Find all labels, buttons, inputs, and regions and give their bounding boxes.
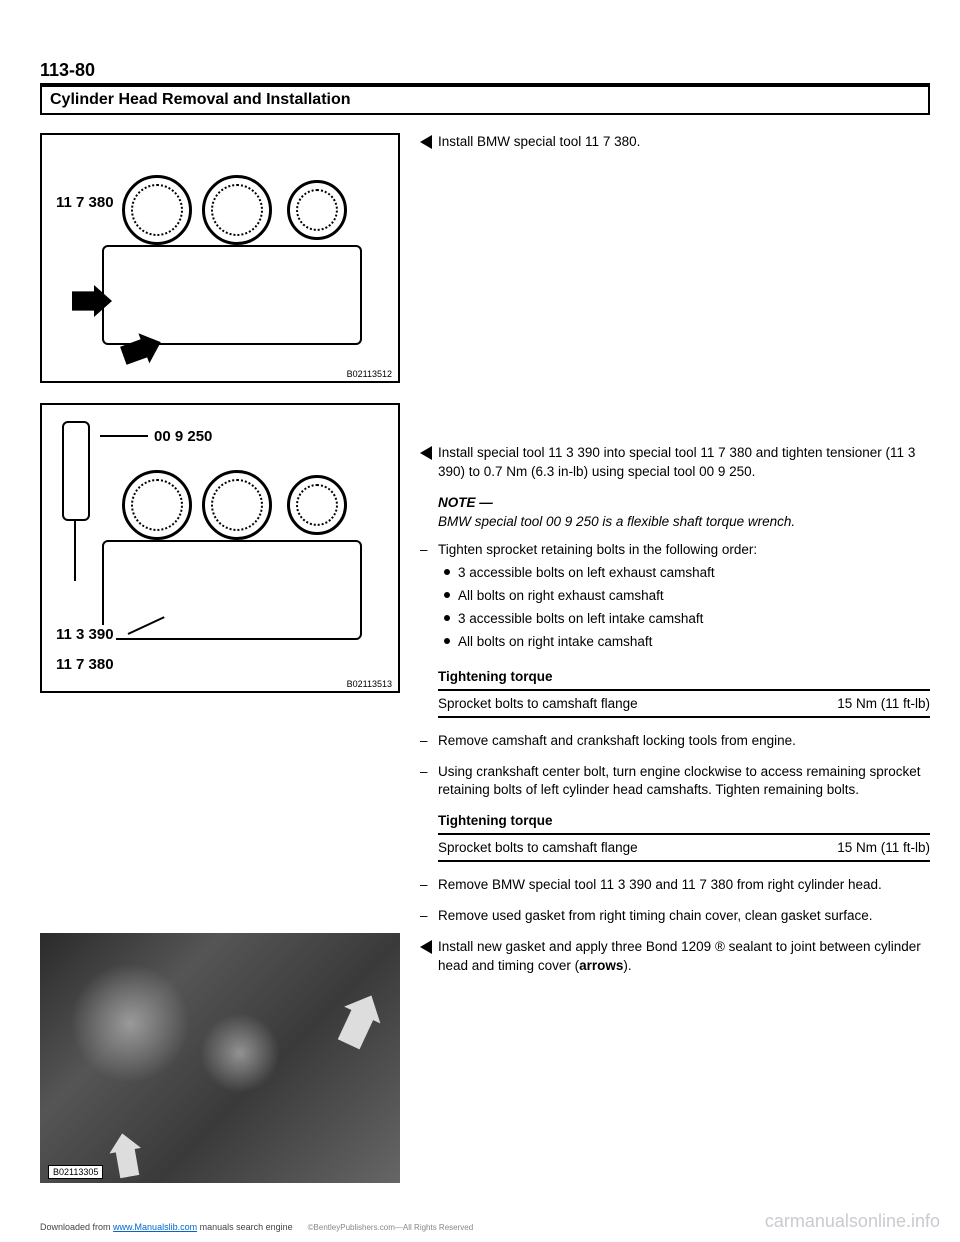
figure-2: 00 9 250 11 3 390 11 7 380 B02113513: [40, 403, 400, 693]
step-text: Remove used gasket from right timing cha…: [438, 907, 930, 926]
bullet-item: 3 accessible bolts on left intake camsha…: [444, 610, 930, 629]
figures-column: 11 7 380 B02113512 00 9 250: [40, 133, 400, 1183]
footer-prefix: Downloaded from: [40, 1222, 113, 1232]
page-number: 113-80: [40, 60, 930, 81]
torque-title: Tightening torque: [438, 812, 930, 835]
step-text: Tighten sprocket retaining bolts in the …: [438, 542, 757, 557]
step-text: Install special tool 11 3 390 into speci…: [438, 444, 930, 482]
torque-title: Tightening torque: [438, 668, 930, 691]
bullet-item: All bolts on right intake camshaft: [444, 633, 930, 652]
step: – Remove BMW special tool 11 3 390 and 1…: [420, 876, 930, 895]
step-text: Using crankshaft center bolt, turn engin…: [438, 763, 930, 801]
step: – Using crankshaft center bolt, turn eng…: [420, 763, 930, 801]
step: – Remove used gasket from right timing c…: [420, 907, 930, 926]
step: – Tighten sprocket retaining bolts in th…: [420, 541, 930, 655]
step: Install BMW special tool 11 7 380.: [420, 133, 930, 152]
triangle-icon: [420, 940, 432, 954]
dash-icon: –: [420, 541, 438, 655]
figure-2-label-2: 11 3 390: [54, 625, 116, 644]
figure-photo-ref: B02113305: [48, 1165, 103, 1179]
dash-icon: –: [420, 763, 438, 801]
footer-rights: ©BentleyPublishers.com—All Rights Reserv…: [308, 1223, 474, 1232]
dash-icon: –: [420, 907, 438, 926]
figure-1-ref: B02113512: [347, 369, 392, 379]
dash-icon: –: [420, 876, 438, 895]
figure-2-label-3: 11 7 380: [54, 655, 116, 674]
dash-icon: –: [420, 732, 438, 751]
bullet-item: 3 accessible bolts on left exhaust camsh…: [444, 564, 930, 583]
footer-suffix: manuals search engine: [197, 1222, 293, 1232]
bullet-list: 3 accessible bolts on left exhaust camsh…: [438, 564, 930, 652]
note-head: NOTE —: [438, 494, 930, 513]
triangle-icon: [420, 135, 432, 149]
torque-block: Tightening torque Sprocket bolts to cams…: [420, 668, 930, 718]
footer-link[interactable]: www.Manualslib.com: [113, 1222, 197, 1232]
step: – Remove camshaft and crankshaft locking…: [420, 732, 930, 751]
torque-value: 15 Nm (11 ft-lb): [837, 695, 930, 714]
torque-item: Sprocket bolts to camshaft flange: [438, 695, 638, 714]
torque-item: Sprocket bolts to camshaft flange: [438, 839, 638, 858]
torque-value: 15 Nm (11 ft-lb): [837, 839, 930, 858]
section-title: Cylinder Head Removal and Installation: [40, 85, 930, 115]
step-text: Install new gasket and apply three Bond …: [438, 938, 930, 976]
note-body: BMW special tool 00 9 250 is a flexible …: [438, 513, 930, 532]
figure-1: 11 7 380 B02113512: [40, 133, 400, 383]
bullet-item: All bolts on right exhaust camshaft: [444, 587, 930, 606]
step-text: Remove BMW special tool 11 3 390 and 11 …: [438, 876, 930, 895]
step-text: Install BMW special tool 11 7 380.: [438, 133, 930, 152]
figure-2-ref: B02113513: [347, 679, 392, 689]
watermark: carmanualsonline.info: [765, 1211, 940, 1232]
figure-2-label-1: 00 9 250: [152, 427, 214, 446]
torque-block: Tightening torque Sprocket bolts to cams…: [420, 812, 930, 862]
step: Install special tool 11 3 390 into speci…: [420, 444, 930, 482]
step: Install new gasket and apply three Bond …: [420, 938, 930, 976]
text-column: Install BMW special tool 11 7 380. Insta…: [420, 133, 930, 1183]
triangle-icon: [420, 446, 432, 460]
step-text: Remove camshaft and crankshaft locking t…: [438, 732, 930, 751]
figure-photo: B02113305: [40, 933, 400, 1183]
